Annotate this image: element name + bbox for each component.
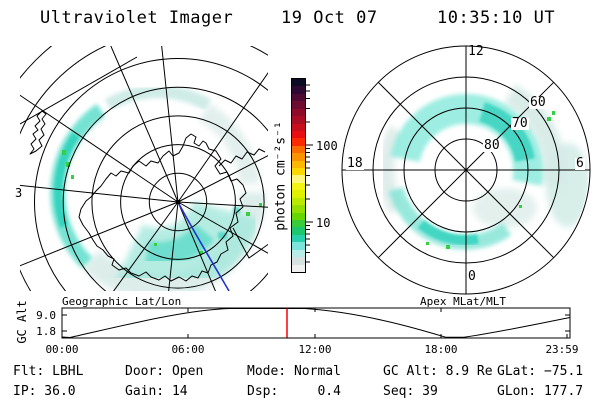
timeline-panel: [61, 307, 571, 339]
mlt-label-6: 6: [575, 156, 585, 171]
left-fov-edges: [20, 56, 268, 259]
colorbar-axis-label: photon cm⁻²s⁻¹: [273, 121, 289, 231]
right-graticule: [341, 45, 591, 295]
mlat-label-60: 60: [529, 95, 547, 110]
left-plot-edge-label: 3: [15, 186, 23, 200]
timeline-xtick-0000: 00:00: [45, 343, 79, 356]
status-cell-glat: GLat: −75.1: [497, 364, 584, 379]
status-cell-flt: Flt: LBHL: [13, 364, 84, 379]
left-graticule: [20, 46, 268, 291]
mlt-label-18: 18: [346, 156, 364, 171]
timeline-ytick-9: 9.0: [36, 309, 56, 322]
title-date: 19 Oct 07: [281, 8, 378, 28]
status-cell-mode: Mode: Normal: [247, 364, 341, 379]
status-cell-seq: Seq: 39: [383, 384, 438, 399]
colorbar-tick-10: 10: [316, 216, 331, 230]
colorbar-bands: [291, 78, 306, 273]
right-plot-caption: Apex MLat/MLT: [419, 295, 507, 308]
timeline-xtick-2359: 23:59: [545, 343, 579, 356]
mlt-label-12: 12: [468, 44, 484, 59]
timeline-ytick-1.8: 1.8: [36, 325, 56, 338]
status-cell-gain: Gain: 14: [125, 384, 188, 399]
right-magnetic-plot: [341, 45, 591, 295]
orbit-altitude-curve: [61, 308, 571, 339]
satellite-track-line: [177, 201, 230, 291]
status-cell-door: Door: Open: [125, 364, 204, 379]
left-plot-caption: Geographic Lat/Lon: [62, 295, 182, 308]
east-coast: [218, 148, 266, 167]
left-aurora-green-spots: [62, 150, 262, 254]
title-time: 10:35:10 UT: [437, 8, 556, 28]
timeline-xtick-1200: 12:00: [298, 343, 332, 356]
timeline-xtick-0600: 06:00: [171, 343, 205, 356]
title-instrument: Ultraviolet Imager: [40, 8, 234, 28]
mlat-label-70: 70: [511, 116, 529, 131]
left-aurora-layer: [50, 85, 266, 291]
timeline-xtick-1800: 18:00: [424, 343, 458, 356]
timeline-ticks: [61, 308, 570, 338]
status-cell-glon: GLon: 177.7: [497, 384, 584, 399]
mlt-label-0: 0: [468, 269, 476, 284]
left-geographic-plot: [20, 46, 268, 291]
status-cell-gcalt: GC Alt: 8.9 Re: [383, 364, 493, 379]
status-cell-dsp: Dsp: 0.4: [247, 384, 341, 399]
timeline-ylabel: GC Alt: [15, 300, 29, 344]
mlat-label-80: 80: [483, 138, 501, 153]
right-aurora-green-spots: [426, 111, 555, 249]
antarctica-coast: [78, 133, 247, 282]
pole-marker: [176, 200, 180, 204]
timeline-frame: [61, 307, 571, 339]
colorbar-tick-100: 100: [316, 139, 338, 153]
status-cell-ip: IP: 36.0: [13, 384, 76, 399]
colorbar-ticks: [306, 84, 313, 263]
